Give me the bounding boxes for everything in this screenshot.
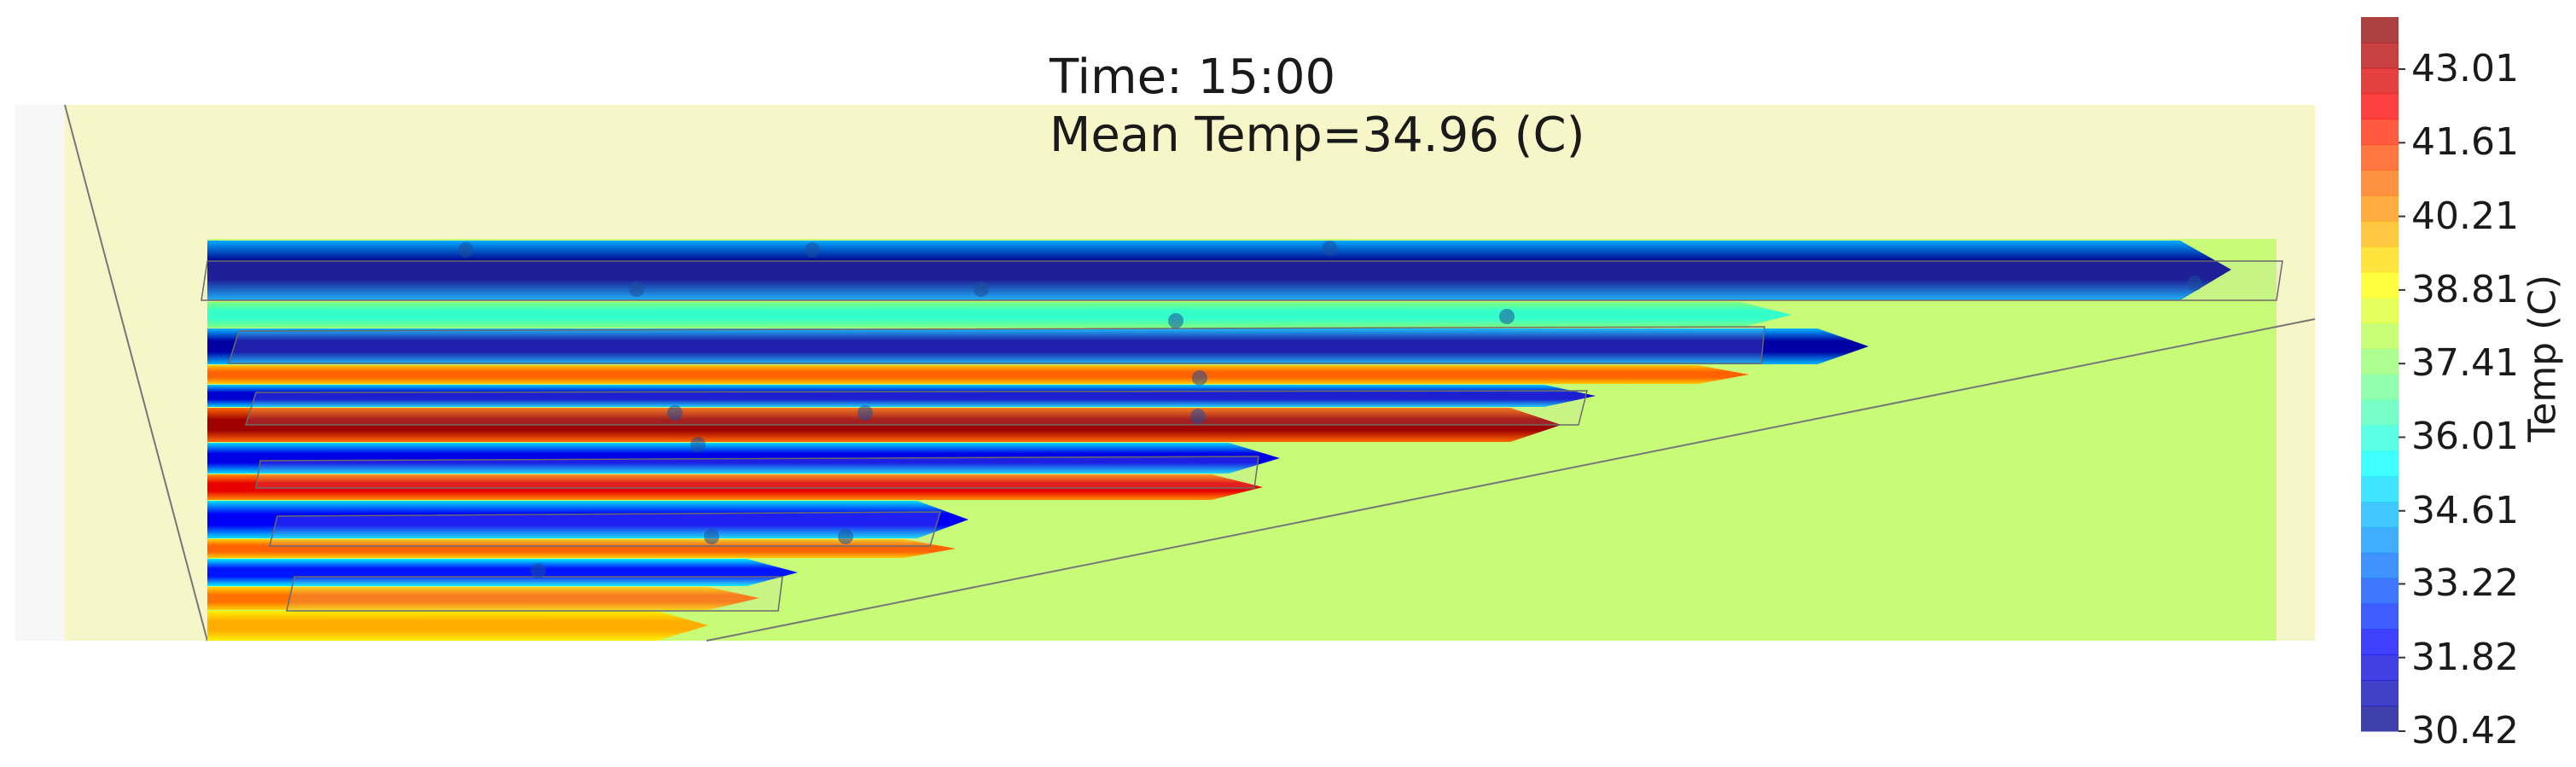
colorbar-segment [2361,476,2399,503]
sensor-dot [458,242,474,258]
temperature-band [207,587,759,610]
colorbar-label: Temp (C) [2521,274,2565,443]
colorbar-tick-label: 36.01 [2411,415,2519,459]
temperature-band [207,559,798,586]
colorbar-tick-label: 43.01 [2411,47,2519,91]
colorbar-segment [2361,425,2399,451]
sensor-points [458,241,2202,578]
colorbar-segment [2361,195,2399,222]
temperature-band [207,385,1596,407]
temperature-band [207,611,708,641]
colorbar-segment [2361,399,2399,426]
colorbar-segment [2361,119,2399,145]
colorbar-tick-label: 34.61 [2411,488,2519,532]
plot-canvas [64,104,2316,642]
colorbar-segment [2361,17,2399,44]
colorbar-tick-label: 38.81 [2411,267,2519,311]
colorbar-segment [2361,654,2399,681]
colorbar-tick-label: 40.21 [2411,194,2519,238]
sensor-dot [858,405,873,421]
colorbar-segment [2361,450,2399,477]
sensor-dot [974,282,989,297]
colorbar-segment [2361,247,2399,273]
colorbar-segment [2361,603,2399,630]
sensor-dot [1322,241,1337,256]
sensor-dot [1190,409,1206,424]
colorbar-segment [2361,578,2399,605]
colorbar-segment [2361,629,2399,655]
sensor-dot [2187,276,2202,291]
chart-subtitle: Mean Temp=34.96 (C) [1050,107,1585,163]
colorbar-segment [2361,680,2399,706]
colorbar-segment [2361,93,2399,120]
temperature-band [207,539,956,558]
rack-outline [201,260,2283,301]
sensor-dot [704,529,719,544]
rack-outlines [201,260,2283,612]
colorbar-segment [2361,297,2399,324]
chart-title: Time: 15:00 [1050,49,1336,105]
colorbar-segment [2361,170,2399,196]
colorbar-segment [2361,706,2399,732]
sensor-dot [690,437,706,452]
sensor-dot [629,282,644,297]
rack-outline [227,326,1765,364]
temperature-band [207,241,2231,300]
sensor-dot [805,242,820,258]
colorbar-segment [2361,501,2399,528]
colorbar-segment [2361,374,2399,400]
colorbar-tick-label: 30.42 [2411,709,2519,752]
colorbar-tick-label: 33.22 [2411,561,2519,606]
colorbar-tick-label: 41.61 [2411,120,2519,165]
rack-outline [286,576,783,612]
colorbar-segment [2361,271,2399,299]
sensor-dot [838,529,853,544]
sensor-dot [531,563,546,578]
rack-outline [269,511,942,547]
colorbar-segment [2361,144,2399,171]
rack-outline [255,456,1259,489]
colorbar-gradient [2361,17,2405,732]
sensor-dot [1168,313,1183,328]
temperature-band [207,328,1869,364]
colorbar-segment [2361,42,2399,69]
colorbar-segment [2361,552,2399,579]
diagonal-edge-line [706,318,2316,642]
heatmap-plot: Time: 15:00 Mean Temp=34.96 (C) [64,49,2316,642]
colorbar-segment [2361,322,2399,350]
colorbar-segment [2361,67,2399,95]
left-edge-line [64,104,208,642]
colorbar-tick-label: 37.41 [2411,341,2519,386]
temperature-band [207,501,968,538]
rack-outline [244,390,1588,426]
temperature-band [207,302,1792,328]
colorbar-segment [2361,526,2399,554]
sensor-dot [1192,370,1207,386]
sensor-dot [667,405,683,421]
temperature-band [207,474,1263,500]
colorbar-segment [2361,348,2399,375]
colorbar-tick-label: 31.82 [2411,635,2519,679]
sensor-dot [1499,309,1515,324]
temperature-band [207,365,1749,384]
temperature-stripes [207,241,2231,641]
colorbar-segment [2361,221,2399,247]
